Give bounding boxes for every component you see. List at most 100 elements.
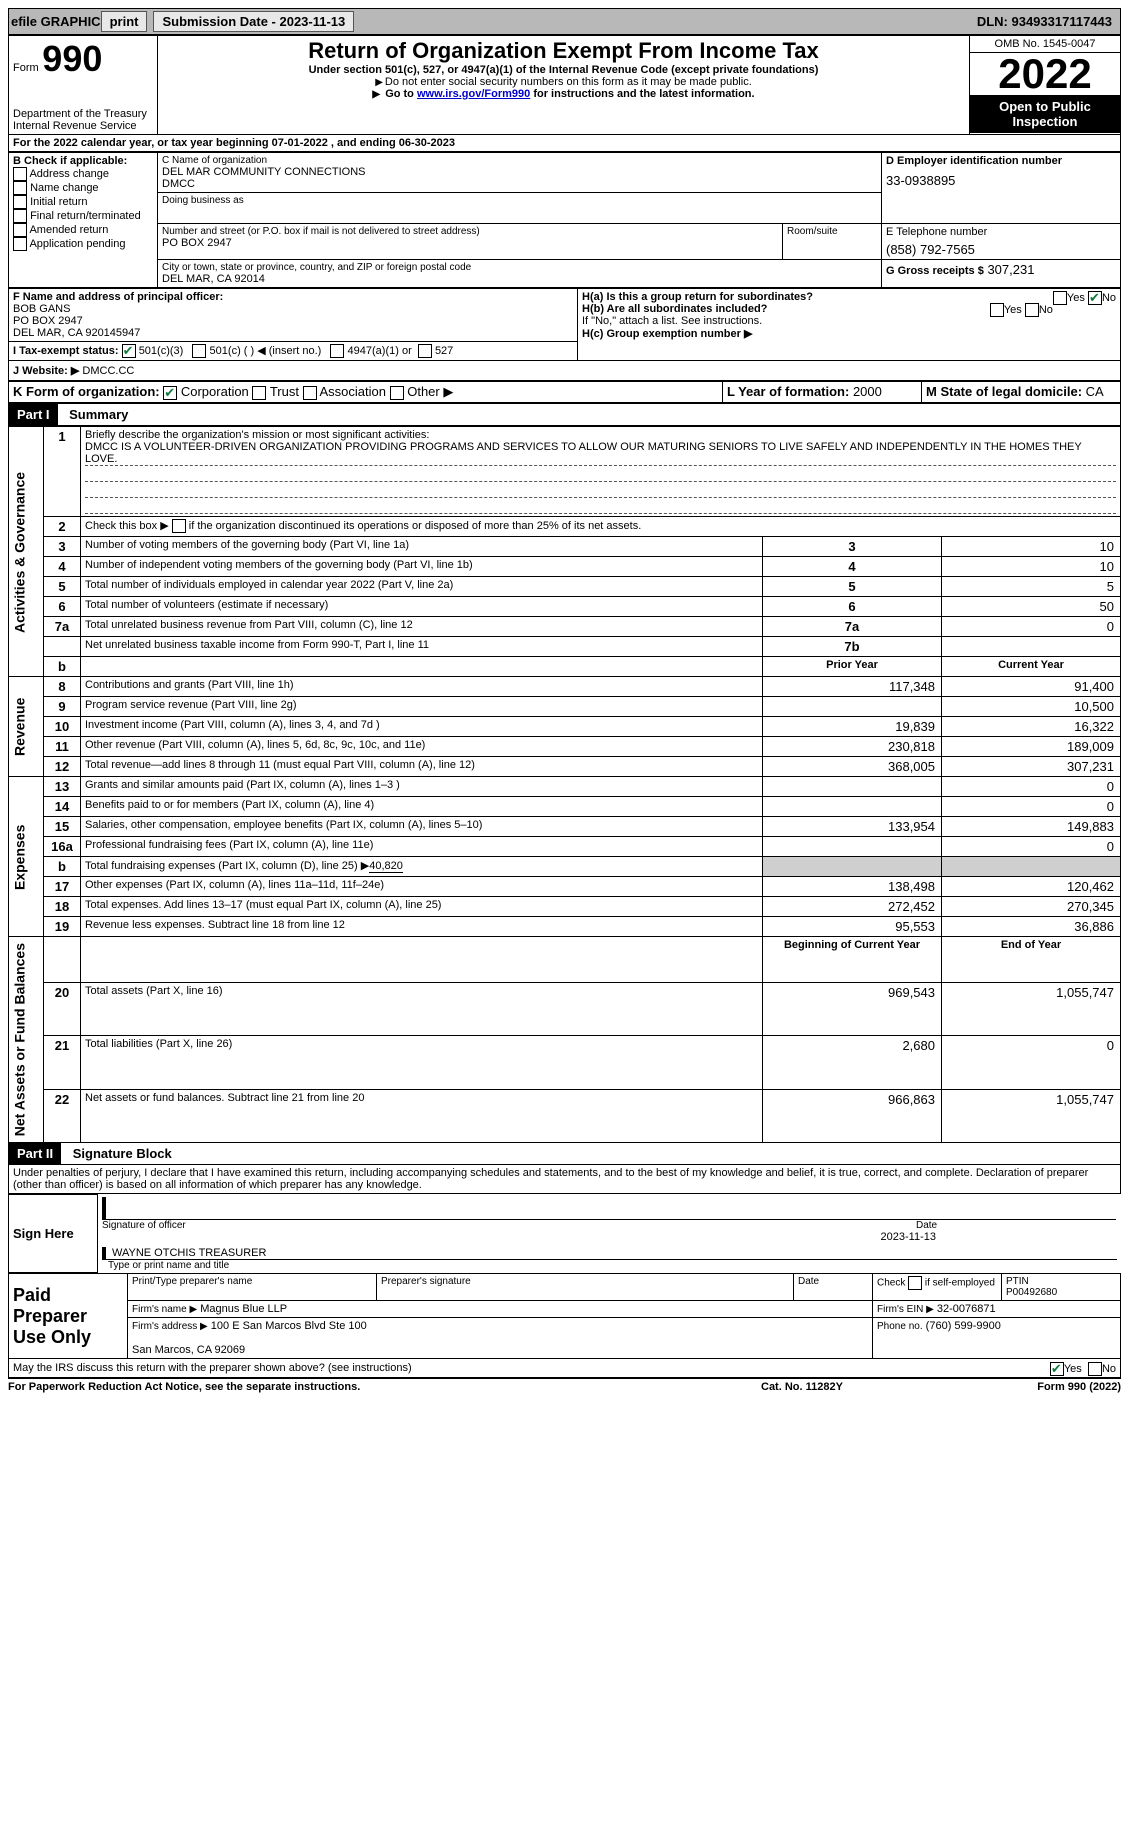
prior-year-header: Prior Year <box>763 657 942 677</box>
klm-row: K Form of organization: Corporation Trus… <box>8 381 1121 403</box>
street-value: PO BOX 2947 <box>162 237 778 249</box>
l18-py: 272,452 <box>763 897 942 917</box>
block-e-label: E Telephone number <box>886 226 1116 238</box>
hb-yes-checkbox[interactable] <box>990 303 1004 317</box>
other-label: Other ▶ <box>407 384 453 399</box>
501c3-checkbox[interactable] <box>122 344 136 358</box>
l21-label: Total liabilities (Part X, line 26) <box>81 1036 763 1090</box>
l10-label: Investment income (Part VIII, column (A)… <box>81 717 763 737</box>
ha-no-checkbox[interactable] <box>1088 291 1102 305</box>
state-domicile: CA <box>1086 384 1104 399</box>
mission-text: DMCC IS A VOLUNTEER-DRIVEN ORGANIZATION … <box>85 441 1116 466</box>
line-a: For the 2022 calendar year, or tax year … <box>8 135 1121 152</box>
self-employed-checkbox[interactable] <box>908 1276 922 1290</box>
l11-label: Other revenue (Part VIII, column (A), li… <box>81 737 763 757</box>
l18-label: Total expenses. Add lines 13–17 (must eq… <box>81 897 763 917</box>
trust-checkbox[interactable] <box>252 386 266 400</box>
discuss-label: May the IRS discuss this return with the… <box>13 1362 412 1374</box>
block-b-label: B Check if applicable: <box>13 155 153 167</box>
l8-cy: 91,400 <box>942 677 1121 697</box>
band-revenue: Revenue <box>9 677 44 777</box>
part1-table: Activities & Governance 1 Briefly descri… <box>8 426 1121 1143</box>
name-change-checkbox[interactable] <box>13 181 27 195</box>
hb-label: H(b) Are all subordinates included? <box>582 303 767 315</box>
top-bar: efile GRAPHIC print Submission Date - 20… <box>8 8 1121 35</box>
amended-return-label: Amended return <box>29 224 108 236</box>
l3-label: Number of voting members of the governin… <box>81 537 763 557</box>
year-formation: 2000 <box>853 384 882 399</box>
discuss-no-checkbox[interactable] <box>1088 1362 1102 1376</box>
hb-no-checkbox[interactable] <box>1025 303 1039 317</box>
part1-title: Summary <box>61 407 128 422</box>
print-button[interactable]: print <box>101 11 148 32</box>
form990-link[interactable]: www.irs.gov/Form990 <box>417 88 530 100</box>
discuss-yes-checkbox[interactable] <box>1050 1362 1064 1376</box>
l12-py: 368,005 <box>763 757 942 777</box>
cat-no: Cat. No. 11282Y <box>761 1381 961 1393</box>
room-label: Room/suite <box>787 226 877 237</box>
street-label: Number and street (or P.O. box if mail i… <box>162 226 778 237</box>
fh-grid: F Name and address of principal officer:… <box>8 288 1121 361</box>
l22-cy: 1,055,747 <box>942 1089 1121 1143</box>
ptin-label: PTIN <box>1006 1276 1116 1287</box>
end-year-header: End of Year <box>942 937 1121 983</box>
l20-label: Total assets (Part X, line 16) <box>81 982 763 1036</box>
firm-name-label: Firm's name ▶ <box>132 1304 197 1315</box>
l3-value: 10 <box>942 537 1121 557</box>
ha-label: H(a) Is this a group return for subordin… <box>582 291 813 303</box>
line2-checkbox[interactable] <box>172 519 186 533</box>
block-i-label: I Tax-exempt status: <box>13 345 119 357</box>
addr-change-label: Address change <box>29 168 109 180</box>
l18-cy: 270,345 <box>942 897 1121 917</box>
discuss-yes-label: Yes <box>1064 1363 1082 1375</box>
submission-date-button[interactable]: Submission Date - 2023-11-13 <box>153 11 354 32</box>
final-return-checkbox[interactable] <box>13 209 27 223</box>
l9-label: Program service revenue (Part VIII, line… <box>81 697 763 717</box>
app-pending-checkbox[interactable] <box>13 237 27 251</box>
firm-name-value: Magnus Blue LLP <box>200 1303 287 1315</box>
initial-return-label: Initial return <box>30 196 87 208</box>
note-goto-prefix: Go to <box>385 88 417 100</box>
other-checkbox[interactable] <box>390 386 404 400</box>
l10-cy: 16,322 <box>942 717 1121 737</box>
4947-checkbox[interactable] <box>330 344 344 358</box>
l9-cy: 10,500 <box>942 697 1121 717</box>
l19-py: 95,553 <box>763 917 942 937</box>
subtitle: Under section 501(c), 527, or 4947(a)(1)… <box>162 64 965 76</box>
declaration-text: Under penalties of perjury, I declare th… <box>8 1165 1121 1194</box>
501c-checkbox[interactable] <box>192 344 206 358</box>
preparer-table: Paid Preparer Use Only Print/Type prepar… <box>8 1273 1121 1359</box>
pra-notice: For Paperwork Reduction Act Notice, see … <box>8 1381 761 1393</box>
initial-return-checkbox[interactable] <box>13 195 27 209</box>
block-c-label: C Name of organization <box>162 155 877 166</box>
phone-value: (858) 792-7565 <box>886 242 1116 257</box>
page-title: Return of Organization Exempt From Incom… <box>162 38 965 64</box>
l19-label: Revenue less expenses. Subtract line 18 … <box>81 917 763 937</box>
amended-return-checkbox[interactable] <box>13 223 27 237</box>
note-ssn: Do not enter social security numbers on … <box>162 76 965 88</box>
addr-change-checkbox[interactable] <box>13 167 27 181</box>
name-title-label: Type or print name and title <box>102 1260 1117 1271</box>
ha-yes-checkbox[interactable] <box>1053 291 1067 305</box>
l14-cy: 0 <box>942 797 1121 817</box>
band-expenses: Expenses <box>9 777 44 937</box>
band-activities: Activities & Governance <box>9 427 44 677</box>
l21-cy: 0 <box>942 1036 1121 1090</box>
name-change-label: Name change <box>30 182 99 194</box>
l17-py: 138,498 <box>763 877 942 897</box>
block-k-label: K Form of organization: <box>13 384 160 399</box>
l14-label: Benefits paid to or for members (Part IX… <box>81 797 763 817</box>
header-table: Form 990 Department of the Treasury Inte… <box>8 35 1121 135</box>
l15-label: Salaries, other compensation, employee b… <box>81 817 763 837</box>
4947-label: 4947(a)(1) or <box>348 345 412 357</box>
corp-checkbox[interactable] <box>163 386 177 400</box>
app-pending-label: Application pending <box>29 238 125 250</box>
l17-cy: 120,462 <box>942 877 1121 897</box>
line2-text: Check this box ▶ <box>85 520 172 532</box>
dba-label: Doing business as <box>162 195 877 206</box>
assoc-checkbox[interactable] <box>303 386 317 400</box>
527-checkbox[interactable] <box>418 344 432 358</box>
paid-preparer-label: Paid Preparer Use Only <box>9 1274 128 1359</box>
band-netassets: Net Assets or Fund Balances <box>9 937 44 1143</box>
goto-arrow <box>372 88 382 100</box>
